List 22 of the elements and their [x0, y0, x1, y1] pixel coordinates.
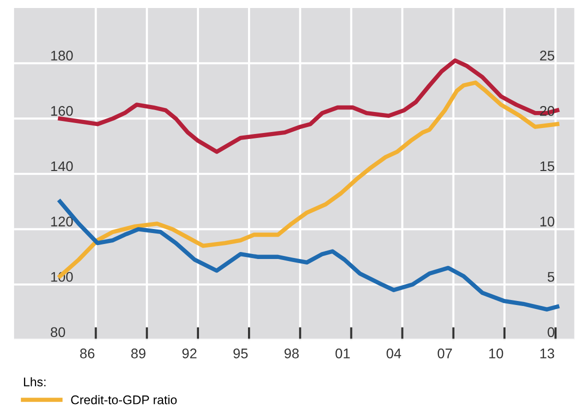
x-tick-label: 07 [438, 348, 452, 358]
x-tick-label: 01 [336, 348, 350, 358]
x-tick-label: 10 [489, 348, 504, 358]
x-tick-label: 04 [386, 348, 402, 358]
x-tick-label: 92 [182, 348, 196, 358]
legend-label: Credit-to-GDP ratio [71, 395, 177, 404]
y-tick-label: 80 [50, 327, 66, 338]
x-tick-label: 98 [284, 348, 299, 358]
y2-tick-label: 25 [540, 50, 554, 61]
x-tick-label: 13 [540, 348, 554, 358]
x-tick-label: 86 [80, 348, 94, 358]
y2-tick-label: 15 [540, 161, 554, 172]
y-tick-label: 140 [51, 161, 73, 172]
y2-tick-label: 0 [548, 327, 554, 338]
y-tick-label: 160 [51, 106, 73, 116]
y2-tick-label: 10 [540, 216, 554, 226]
y-tick-label: 120 [51, 216, 73, 226]
x-tick-label: 89 [131, 348, 146, 358]
y2-tick-label: 5 [548, 272, 554, 282]
legend-title: Lhs: [24, 377, 46, 386]
y-tick-label: 180 [51, 50, 73, 61]
x-tick-label: 95 [233, 348, 248, 358]
